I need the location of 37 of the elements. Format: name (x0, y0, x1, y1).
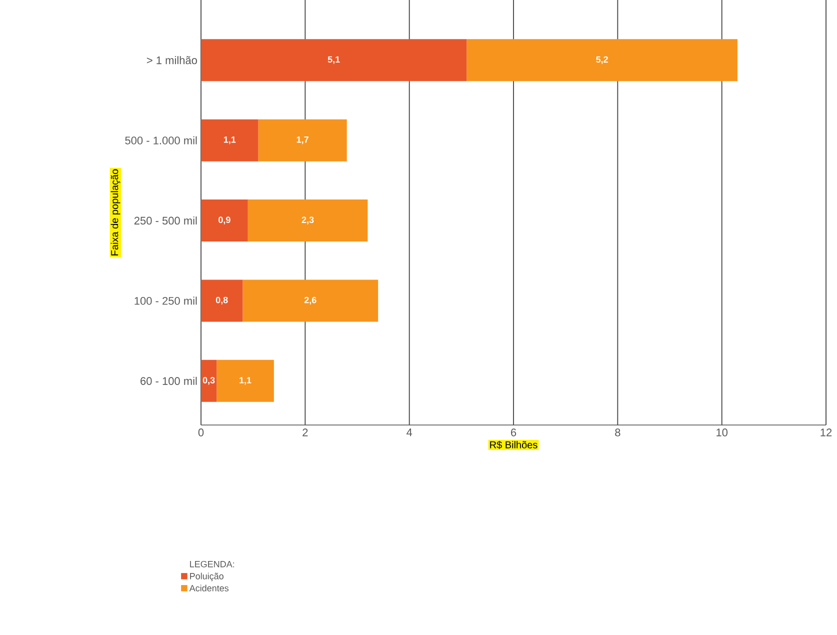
bar (201, 119, 258, 162)
data-label: 1,1 (240, 377, 252, 385)
bar (201, 360, 217, 402)
legend-label: Acidentes (189, 584, 229, 592)
x-tick-label: 10 (716, 428, 728, 436)
data-label: 2,6 (304, 296, 316, 305)
x-tick-label: 6 (511, 428, 516, 436)
y-tick-label: > 1 milhão (146, 56, 197, 64)
data-label: 5,1 (328, 56, 340, 64)
x-tick-label: 8 (615, 428, 620, 436)
data-label: 2,3 (302, 216, 314, 224)
y-tick-label: 500 - 1.000 mil (125, 136, 197, 144)
x-tick-label: 2 (302, 428, 308, 436)
y-tick-label: 60 - 100 mil (140, 376, 197, 385)
bar (258, 119, 347, 162)
data-label: 1,1 (224, 136, 236, 144)
data-label: 1,7 (296, 136, 308, 144)
bar (201, 200, 248, 242)
y-tick-label: 250 - 500 mil (134, 216, 197, 225)
bar (248, 200, 368, 242)
bar (216, 360, 274, 402)
x-tick-label: 0 (198, 428, 204, 436)
y-axis-title: Faixa de população (110, 169, 120, 256)
bar (242, 280, 378, 322)
legend-title: LEGENDA: (190, 560, 234, 568)
data-label: 0,9 (218, 216, 230, 224)
data-label: 0,8 (216, 296, 228, 305)
x-tick-label: 4 (406, 428, 412, 436)
y-tick-label: 100 - 250 mil (134, 296, 197, 305)
data-label: 0,3 (202, 377, 215, 385)
x-tick-label: 12 (820, 428, 832, 436)
bar (201, 280, 243, 322)
bar (201, 39, 467, 82)
x-axis-title: R$ Bilhões (490, 440, 538, 449)
bar (466, 39, 738, 82)
legend-label: Poluição (190, 572, 224, 582)
data-label: 5,2 (596, 56, 608, 64)
